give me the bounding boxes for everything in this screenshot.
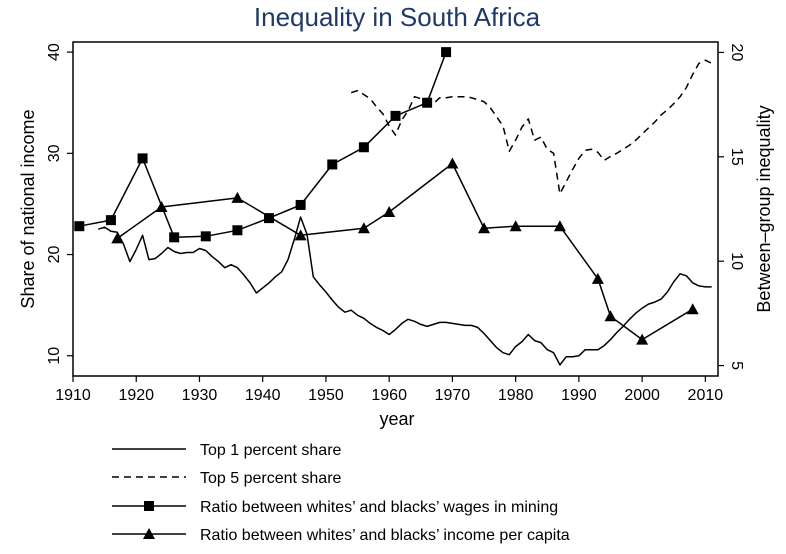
chart-title: Inequality in South Africa — [254, 2, 541, 32]
y-right-tick-label: 20 — [728, 44, 745, 62]
series-1-line — [98, 216, 712, 366]
x-tick-label: 1970 — [435, 387, 471, 404]
triangle-point — [478, 222, 491, 234]
legend-marker — [144, 501, 154, 511]
triangle-point — [231, 191, 244, 203]
x-tick-label: 1930 — [182, 387, 218, 404]
x-tick-label: 1990 — [561, 387, 597, 404]
legend: Top 1 percent share Top 5 percent share Ra… — [112, 442, 570, 544]
y-right-tick-label: 10 — [728, 252, 745, 270]
y-right-tick-label: 15 — [728, 148, 745, 166]
legend-item-4: Ratio between whites’ and blacks’ income… — [112, 527, 570, 544]
triangle-point — [383, 206, 396, 218]
legend-item-1: Top 1 percent share — [112, 442, 342, 459]
square-point — [327, 159, 338, 170]
series-4 — [111, 157, 699, 345]
axis-ticks: 1910 1920 1930 1940 1950 1960 1970 1980 1990 2000… — [46, 43, 745, 404]
x-tick-label: 1960 — [371, 387, 407, 404]
triangle-point — [591, 272, 604, 284]
legend-marker — [143, 528, 155, 539]
triangle-point — [357, 222, 370, 234]
x-tick-label: 1920 — [118, 387, 154, 404]
series-2-line — [350, 59, 713, 195]
square-point — [105, 215, 116, 226]
square-point — [169, 232, 180, 243]
square-point — [232, 225, 243, 236]
x-tick-label: 1980 — [498, 387, 534, 404]
series-3-line — [79, 51, 447, 239]
series-2 — [350, 59, 713, 195]
triangle-point — [446, 157, 459, 169]
square-point — [358, 142, 369, 153]
square-point — [390, 110, 401, 121]
triangle-point — [155, 200, 168, 212]
y-axis-left-label: Share of national income — [18, 109, 38, 308]
legend-item-2: Top 5 percent share — [112, 470, 342, 487]
triangle-point — [686, 303, 699, 315]
x-tick-label: 2000 — [624, 387, 660, 404]
y-left-tick-label: 40 — [46, 43, 63, 61]
series-4-line — [116, 162, 694, 341]
y-left-tick-label: 30 — [46, 144, 63, 162]
legend-label: Top 1 percent share — [200, 442, 342, 459]
x-tick-label: 1910 — [55, 387, 91, 404]
x-tick-label: 1940 — [245, 387, 281, 404]
square-point — [264, 213, 275, 224]
x-tick-label: 2010 — [688, 387, 724, 404]
y-left-tick-label: 10 — [46, 347, 63, 365]
x-axis-label: year — [379, 409, 414, 429]
triangle-point — [509, 220, 522, 232]
triangle-point — [604, 310, 617, 322]
square-point — [441, 47, 452, 58]
legend-item-3: Ratio between whites’ and blacks’ wages … — [112, 499, 558, 516]
triangle-point — [294, 229, 307, 241]
triangle-point — [111, 232, 124, 244]
square-point — [295, 199, 306, 210]
y-axis-right-label: Between–group inequality — [754, 105, 774, 312]
series-layer — [74, 47, 713, 366]
square-point — [422, 97, 433, 108]
triangle-point — [636, 333, 649, 345]
legend-label: Ratio between whites’ and blacks’ wages … — [200, 499, 558, 516]
y-right-tick-label: 5 — [728, 361, 745, 370]
series-1 — [98, 216, 712, 366]
plot-area — [72, 41, 719, 377]
legend-label: Ratio between whites’ and blacks’ income… — [200, 527, 570, 544]
y-left-tick-label: 20 — [46, 246, 63, 264]
legend-label: Top 5 percent share — [200, 470, 342, 487]
series-3 — [74, 47, 452, 243]
square-point — [200, 231, 211, 242]
square-point — [74, 221, 85, 232]
square-point — [137, 153, 148, 164]
x-tick-label: 1950 — [308, 387, 344, 404]
triangle-point — [553, 220, 566, 232]
